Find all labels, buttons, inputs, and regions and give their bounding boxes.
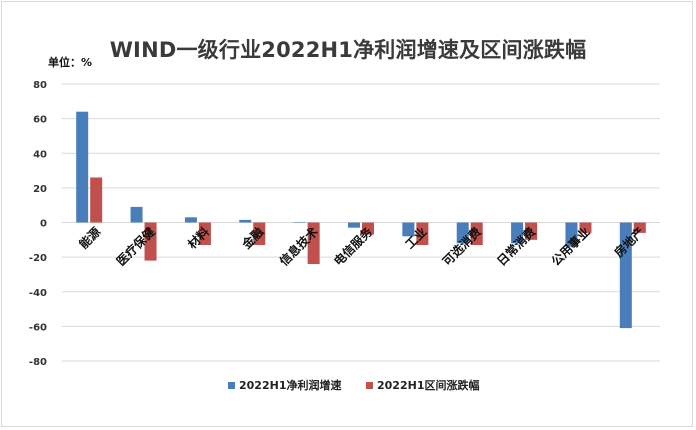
bar: [402, 222, 415, 237]
bar: [90, 177, 103, 223]
bar: [307, 222, 320, 265]
bar: [76, 111, 89, 223]
bar: [619, 222, 632, 329]
bar: [184, 217, 197, 223]
bar: [633, 222, 646, 233]
legend-label: 2022H1净利润增速: [239, 378, 341, 392]
bar: [511, 222, 524, 244]
y-tick-label: 40: [33, 149, 47, 160]
bar: [239, 219, 252, 223]
y-tick-label: 20: [33, 184, 47, 195]
y-tick-label: 0: [40, 219, 47, 230]
bar: [565, 222, 578, 247]
bar: [198, 222, 211, 246]
y-tick-label: -60: [29, 322, 47, 333]
y-tick-label: -40: [29, 288, 47, 299]
bar: [579, 222, 592, 233]
bar: [144, 222, 157, 261]
legend-label: 2022H1区间涨跌幅: [377, 378, 479, 392]
y-tick-label: 60: [33, 115, 47, 126]
chart-title: WIND一级行业2022H1净利润增速及区间涨跌幅: [109, 38, 587, 62]
bar: [416, 222, 429, 246]
bar: [130, 206, 143, 223]
bar: [362, 222, 374, 235]
y-tick-label: -80: [29, 357, 47, 368]
bar: [253, 222, 266, 246]
legend-swatch: [366, 382, 373, 389]
x-tick-label: 电信服务: [331, 223, 376, 268]
y-tick-label: 80: [33, 80, 47, 91]
bar: [456, 222, 469, 244]
legend-swatch: [228, 382, 235, 389]
x-tick-label: 能源: [76, 224, 104, 252]
unit-label: 单位：%: [48, 56, 93, 69]
bar: [525, 222, 538, 240]
bar: [470, 222, 483, 246]
bar: [293, 222, 306, 223]
y-tick-label: -20: [29, 253, 47, 264]
bar: [348, 222, 360, 228]
